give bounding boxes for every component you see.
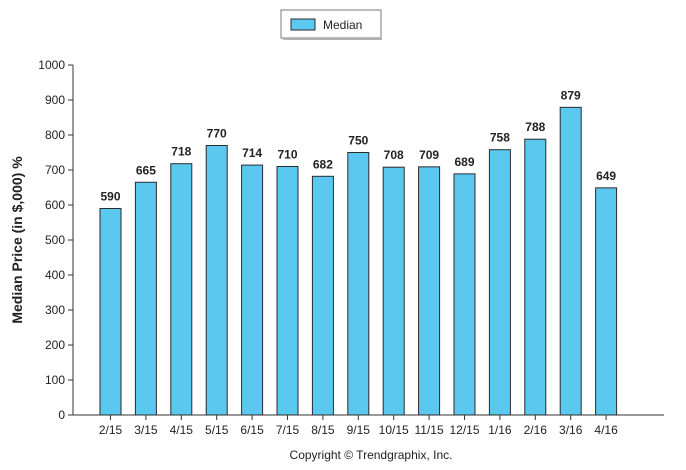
- x-tick-label: 6/15: [240, 423, 264, 437]
- x-tick-label: 9/15: [347, 423, 371, 437]
- bar-2-15: [99, 208, 122, 416]
- y-tick-label: 400: [45, 268, 65, 282]
- bar-12-15: [453, 173, 476, 416]
- x-tick-label: 2/16: [524, 423, 548, 437]
- x-tick-label: 11/15: [415, 423, 444, 437]
- bars: 590 665 718 770 714 710 682 750 708 709 689 758 788 8…: [99, 88, 618, 416]
- bar-3-15: [134, 181, 157, 416]
- y-axis-title: Median Price (in $,000) %: [9, 156, 25, 324]
- x-tick-label: 3/15: [134, 423, 158, 437]
- x-tick-label: 4/16: [594, 423, 618, 437]
- data-label: 750: [348, 134, 368, 148]
- data-label: 709: [419, 148, 439, 162]
- x-tick-label: 5/15: [205, 423, 229, 437]
- x-tick-label: 1/16: [488, 423, 512, 437]
- legend-swatch: [290, 18, 316, 31]
- y-tick-label: 900: [45, 93, 65, 107]
- legend-label: Median: [323, 18, 362, 32]
- bar-11-15: [418, 166, 441, 416]
- data-label: 689: [454, 155, 474, 169]
- data-label: 879: [561, 88, 581, 102]
- x-tick-label: 10/15: [379, 423, 409, 437]
- y-tick-label: 300: [45, 303, 65, 317]
- bar-4-15: [170, 163, 193, 416]
- data-label: 590: [100, 190, 120, 204]
- y-tick-label: 600: [45, 198, 65, 212]
- y-tick-label: 800: [45, 128, 65, 142]
- data-label: 788: [525, 120, 545, 134]
- bar-2-16: [524, 138, 547, 416]
- bar-9-15: [347, 152, 370, 416]
- x-tick-label: 3/16: [559, 423, 583, 437]
- bar-5-15: [205, 145, 228, 416]
- bar-10-15: [382, 166, 405, 416]
- data-label: 649: [596, 169, 616, 183]
- data-label: 770: [207, 127, 227, 141]
- y-axis-ticks: 0 100 200 300 400 500 600 700 800 900 1000: [38, 58, 73, 422]
- legend: Median: [280, 9, 382, 40]
- bar-4-16: [595, 187, 618, 416]
- x-tick-label: 4/15: [170, 423, 194, 437]
- data-label: 714: [242, 146, 262, 160]
- bar-7-15: [276, 166, 299, 416]
- data-label: 758: [490, 131, 510, 145]
- x-tick-label: 2/15: [99, 423, 123, 437]
- bar-8-15: [311, 175, 334, 416]
- x-tick-label: 7/15: [276, 423, 300, 437]
- data-label: 718: [171, 145, 191, 159]
- x-tick-label: 12/15: [449, 423, 479, 437]
- y-tick-label: 1000: [38, 58, 65, 72]
- y-tick-label: 200: [45, 338, 65, 352]
- copyright-text: Copyright © Trendgraphix, Inc.: [290, 448, 453, 462]
- y-tick-label: 0: [58, 408, 65, 422]
- y-tick-label: 500: [45, 233, 65, 247]
- data-label: 665: [136, 163, 156, 177]
- data-label: 682: [313, 157, 333, 171]
- data-label: 710: [277, 148, 297, 162]
- x-axis-ticks: 2/15 3/15 4/15 5/15 6/15 7/15 8/15 9/15 10/15 11/…: [99, 415, 618, 437]
- y-tick-label: 100: [45, 373, 65, 387]
- y-tick-label: 700: [45, 163, 65, 177]
- bar-3-16: [559, 106, 582, 416]
- bar-1-16: [488, 149, 511, 416]
- bar-6-15: [241, 164, 264, 416]
- x-tick-label: 8/15: [311, 423, 335, 437]
- data-label: 708: [384, 148, 404, 162]
